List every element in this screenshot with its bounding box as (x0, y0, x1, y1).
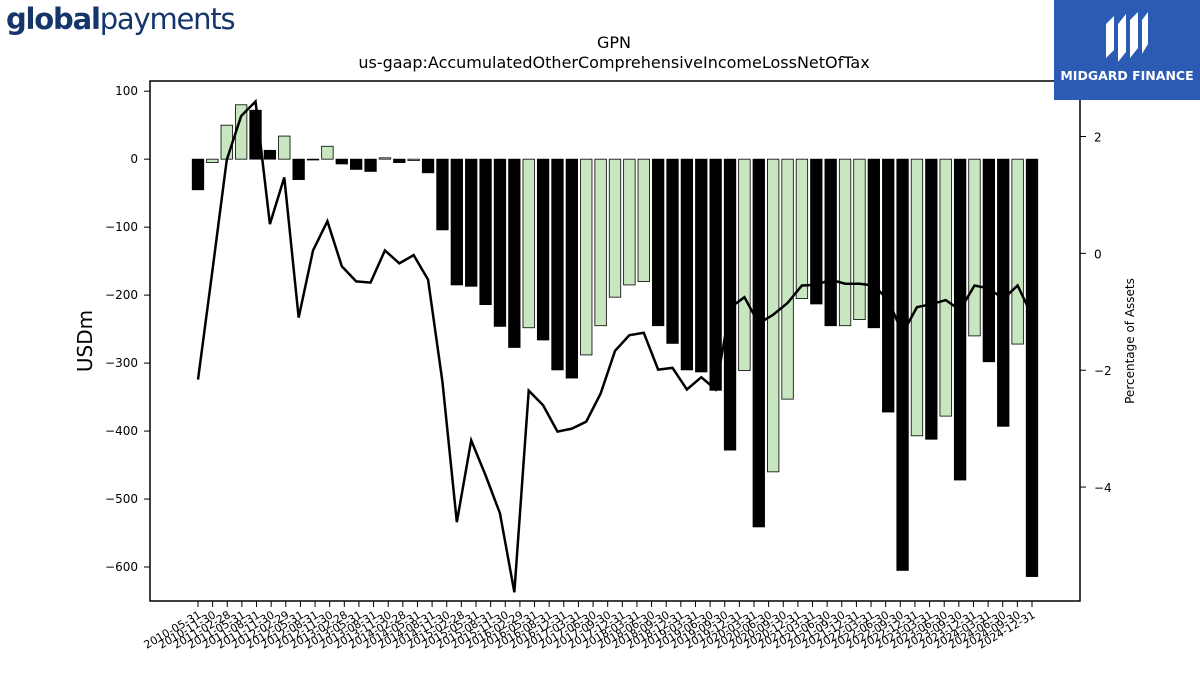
bar (450, 158, 463, 286)
y2-axis-ticks: 2 0 −2 −4 (1080, 131, 1112, 495)
bar (191, 158, 205, 191)
bar (680, 158, 694, 371)
bar (393, 158, 406, 163)
bar (565, 158, 579, 379)
bar (580, 158, 593, 356)
bar (1011, 158, 1024, 345)
bar (853, 158, 866, 320)
bar (623, 158, 636, 286)
y-axis-label: USDm (73, 310, 97, 372)
bar (508, 158, 521, 348)
bar (896, 158, 909, 571)
bar (536, 158, 550, 341)
logo-right-text: MIDGARD FINANCE (1060, 68, 1193, 83)
bar (738, 158, 751, 371)
y-tick-label: −600 (105, 560, 138, 574)
bar (925, 158, 938, 440)
bar (666, 158, 679, 344)
bar (910, 158, 924, 437)
y-tick-label: −300 (105, 356, 138, 370)
percentage-line (196, 98, 1034, 593)
bar (220, 124, 233, 160)
bar (522, 158, 535, 329)
y-tick-label: 100 (115, 84, 138, 98)
y-tick-label: −200 (105, 288, 138, 302)
midgard-emblem-icon: MIDGARD FINANCE (1060, 12, 1194, 83)
chart-subtitle: us-gaap:AccumulatedOtherComprehensiveInc… (358, 53, 869, 72)
bar (982, 158, 996, 363)
y-axis-ticks: 100 0 −100 −200 −300 −400 −500 −600 (105, 84, 150, 574)
y2-tick-label: −2 (1094, 364, 1112, 378)
bar (350, 158, 363, 170)
bar (1025, 158, 1039, 577)
bar (752, 158, 765, 528)
bar (637, 158, 650, 282)
bar (436, 158, 449, 231)
y-tick-label: 0 (130, 152, 138, 166)
bar (364, 158, 377, 172)
global-payments-logo: globalpayments (6, 2, 236, 36)
y-tick-label: −400 (105, 424, 138, 438)
y2-tick-label: 2 (1094, 131, 1102, 145)
y2-axis-label: Percentage of Assets (1123, 278, 1137, 404)
plot-frame (149, 80, 1081, 602)
bar (594, 158, 607, 327)
bar (306, 158, 320, 161)
bar (292, 158, 305, 180)
bar (263, 149, 277, 160)
bar (795, 158, 809, 299)
bar (968, 158, 981, 337)
y2-tick-label: 0 (1094, 247, 1102, 261)
bar (407, 158, 420, 161)
bar (824, 158, 837, 327)
chart-title: GPN (597, 33, 631, 52)
bar (695, 158, 708, 373)
y2-tick-label: −4 (1094, 481, 1112, 495)
bar (321, 145, 334, 160)
bar (781, 158, 794, 400)
x-axis-ticks: 2010-05-312010-11-302011-02-282011-05-31… (142, 601, 1038, 652)
logo-left-rest: payments (99, 2, 236, 36)
bar (953, 158, 967, 481)
bar (421, 158, 435, 174)
midgard-finance-logo: MIDGARD FINANCE (1054, 0, 1200, 100)
bar (206, 158, 219, 163)
bar (551, 158, 564, 371)
bar (651, 158, 665, 327)
logo-left-bold: global (6, 2, 101, 36)
y-tick-label: −500 (105, 492, 138, 506)
bar (378, 157, 392, 160)
bar (838, 158, 852, 327)
bar (479, 158, 492, 306)
bar (493, 158, 507, 327)
bar (709, 158, 722, 391)
bar (608, 158, 622, 298)
bar-series (191, 104, 1039, 577)
bar (335, 158, 348, 165)
bar (939, 158, 952, 417)
bar (997, 158, 1010, 427)
y-tick-label: −100 (105, 220, 138, 234)
bar (278, 135, 291, 160)
bar (465, 158, 478, 287)
bar (882, 158, 895, 413)
bar (867, 158, 880, 329)
bar (810, 158, 823, 305)
